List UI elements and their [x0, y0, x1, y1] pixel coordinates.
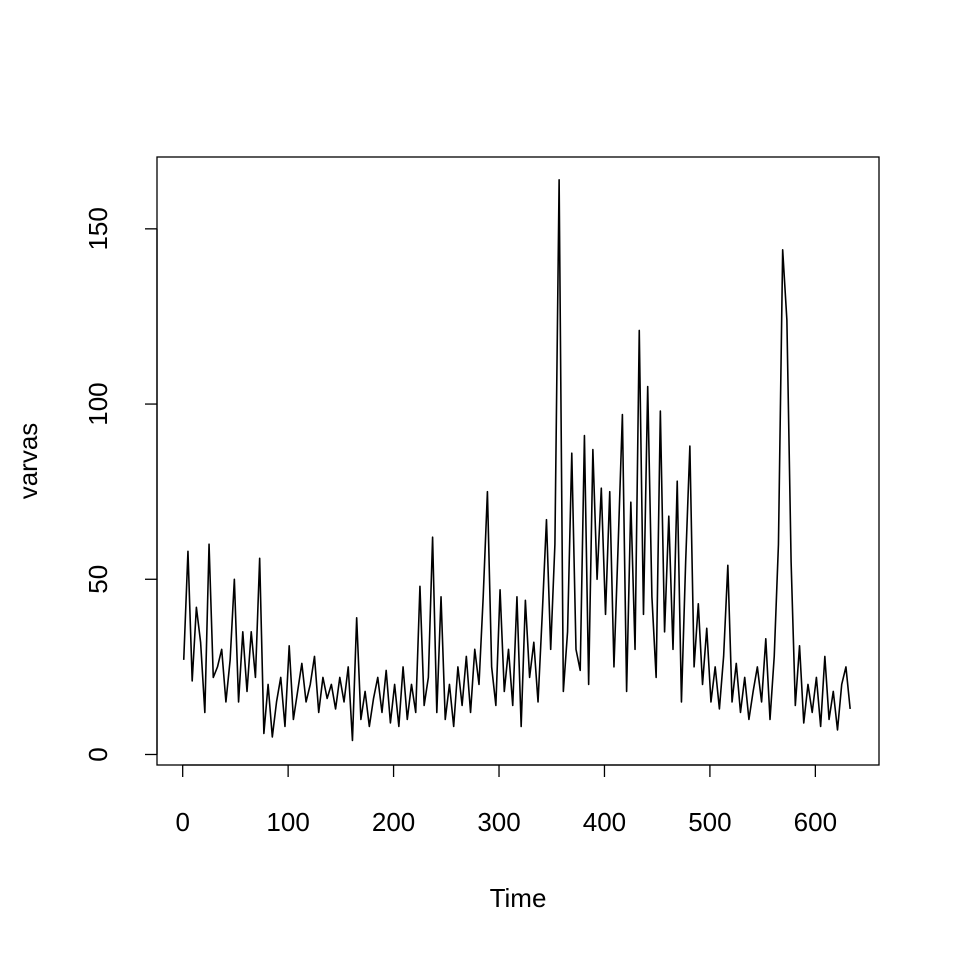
x-tick-label: 0: [175, 807, 189, 837]
y-tick-label: 100: [83, 382, 113, 425]
y-axis-label: varvas: [13, 423, 43, 500]
x-tick-label: 400: [583, 807, 626, 837]
x-tick-label: 600: [794, 807, 837, 837]
x-tick-label: 200: [372, 807, 415, 837]
series-line: [182, 178, 851, 742]
y-tick-label: 50: [83, 565, 113, 594]
x-tick-label: 100: [266, 807, 309, 837]
y-tick-label: 0: [83, 747, 113, 761]
x-tick-label: 300: [477, 807, 520, 837]
x-axis-label: Time: [490, 883, 547, 913]
x-tick-label: 500: [688, 807, 731, 837]
plot-box: [156, 156, 880, 766]
y-tick-label: 150: [83, 207, 113, 250]
